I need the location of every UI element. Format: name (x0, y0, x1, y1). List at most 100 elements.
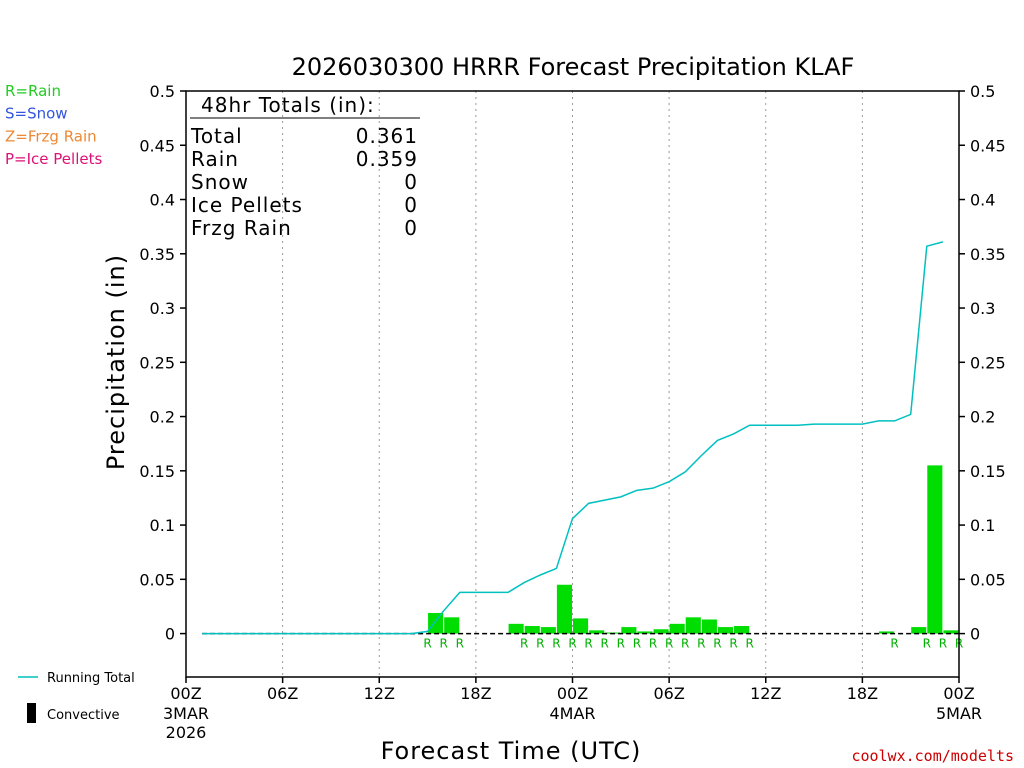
rain-bar (589, 630, 605, 634)
y-tick-label-right: 0.4 (970, 191, 995, 210)
ptype-mark: R (423, 637, 431, 651)
x-tick-date: 4MAR (549, 704, 595, 723)
totals-box: 48hr Totals (in): Total 0.361 Rain 0.359 Sno… (190, 93, 420, 240)
y-tick-label-left: 0.35 (139, 245, 175, 264)
ptype-mark: R (697, 637, 705, 651)
y-tick-label-right: 0.3 (970, 299, 995, 318)
ptype-mark: R (633, 637, 641, 651)
y-tick-label-right: 0.5 (970, 82, 995, 101)
y-tick-label-right: 0.45 (970, 136, 1006, 155)
y-axis-right: 0 0.05 0.1 0.15 0.2 0.25 0.3 0.35 0.4 0.45 0.5 (959, 82, 1006, 644)
rain-bar (573, 618, 589, 634)
y-tick-label-left: 0.05 (139, 570, 175, 589)
y-tick-label-left: 0.5 (150, 82, 175, 101)
ptype-mark: R (729, 637, 737, 651)
rain-bar (524, 625, 540, 634)
running-total-polyline (202, 241, 944, 635)
x-tick-label: 06Z (267, 684, 298, 703)
ptype-mark: R (713, 637, 721, 651)
ptype-mark: R (520, 637, 528, 651)
ptype-mark: R (890, 637, 898, 651)
ptype-mark: R (923, 637, 931, 651)
totals-header: 48hr Totals (in): (201, 93, 375, 117)
rain-bar (717, 627, 734, 634)
x-tick-label: 00Z (557, 684, 588, 703)
ptype-mark: R (568, 637, 576, 651)
rain-bar (669, 623, 685, 634)
y-tick-label-left: 0.1 (150, 516, 175, 535)
ptype-legend-item: P=Ice Pellets (5, 150, 102, 168)
y-tick-label-left: 0 (165, 625, 175, 644)
ptype-mark: R (939, 637, 947, 651)
x-tick-date: 5MAR (936, 704, 982, 723)
x-tick-label: 00Z (170, 684, 201, 703)
convective-legend-label: Convective (47, 708, 120, 723)
rain-bar (637, 631, 653, 634)
y-tick-label-right: 0.05 (970, 570, 1006, 589)
running-total-line (202, 241, 944, 635)
x-tick-label: 12Z (750, 684, 781, 703)
y-tick-label-left: 0.3 (150, 299, 175, 318)
ptype-legend-item: R=Rain (5, 82, 61, 100)
series-legend: Running Total Convective (18, 671, 135, 723)
ptype-mark: R (439, 637, 447, 651)
rain-bar (621, 627, 637, 634)
ptype-mark: R (665, 637, 673, 651)
y-tick-label-right: 0.35 (970, 245, 1006, 264)
ptype-mark: R (552, 637, 560, 651)
y-tick-label-left: 0.4 (150, 191, 175, 210)
ptype-mark: R (601, 637, 609, 651)
rain-bar (428, 612, 444, 634)
rain-bar (444, 617, 460, 634)
rain-bar (556, 584, 572, 634)
totals-row-label: Frzg Rain (191, 216, 292, 240)
x-tick-label: 18Z (460, 684, 491, 703)
x-tick-date: 3MAR (163, 704, 209, 723)
ptype-mark: R (617, 637, 625, 651)
x-tick-label: 18Z (847, 684, 878, 703)
rain-bar (911, 627, 927, 634)
rain-bar (685, 617, 701, 634)
rain-bar (878, 631, 895, 634)
rain-bar (927, 465, 943, 634)
x-axis-title: Forecast Time (UTC) (381, 737, 642, 765)
y-tick-label-right: 0.25 (970, 353, 1006, 372)
chart-title: 2026030300 HRRR Forecast Precipitation K… (292, 53, 855, 81)
ptype-legend-item: Z=Frzg Rain (5, 127, 97, 145)
totals-row-label: Rain (191, 147, 239, 171)
y-tick-label-right: 0.15 (970, 462, 1006, 481)
vertical-grid (282, 91, 863, 677)
ptype-mark: R (536, 637, 544, 651)
totals-row-label: Snow (191, 170, 249, 194)
rain-bar (653, 629, 669, 634)
ptype-mark: R (681, 637, 689, 651)
precip-type-legend: R=Rain S=Snow Z=Frzg Rain P=Ice Pellets (5, 82, 102, 168)
ptype-mark: R (456, 637, 464, 651)
y-tick-label-right: 0.2 (970, 408, 995, 427)
ptype-mark: R (649, 637, 657, 651)
totals-row-value: 0 (404, 216, 418, 240)
credit-text: coolwx.com/modelts (851, 747, 1014, 765)
y-tick-label-left: 0.25 (139, 353, 175, 372)
x-tick-year: 2026 (166, 723, 207, 742)
ptype-mark: R (584, 637, 592, 651)
convective-legend-swatch (27, 703, 36, 723)
running-total-legend-label: Running Total (47, 671, 135, 686)
rain-bar (943, 630, 959, 634)
y-tick-label-right: 0.1 (970, 516, 995, 535)
rain-bars (428, 465, 959, 634)
rain-bar (508, 623, 524, 634)
y-tick-label-right: 0 (970, 625, 980, 644)
ptype-mark: R (745, 637, 753, 651)
y-axis-left: 0 0.05 0.1 0.15 0.2 0.25 0.3 0.35 0.4 0.45 0.5 (139, 82, 186, 644)
x-tick-label: 00Z (943, 684, 974, 703)
totals-row-value: 0.359 (356, 147, 418, 171)
y-axis-title: Precipitation (in) (102, 254, 130, 470)
totals-row-value: 0 (404, 170, 418, 194)
x-tick-label: 06Z (653, 684, 684, 703)
ptype-legend-item: S=Snow (5, 105, 68, 123)
totals-row-label: Ice Pellets (191, 193, 303, 217)
